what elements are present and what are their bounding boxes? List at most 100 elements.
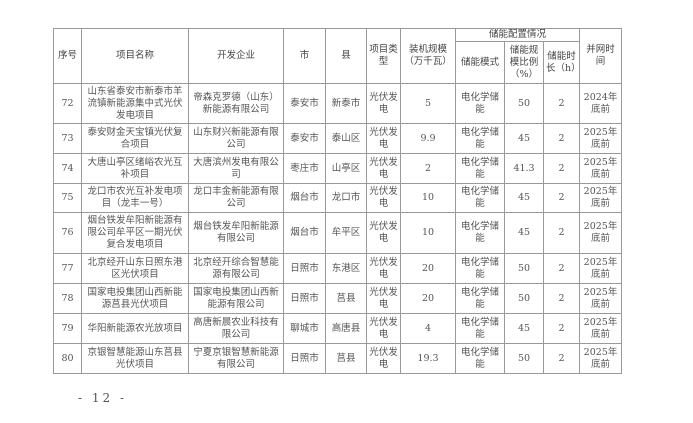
cell-type: 光伏发电 [366, 153, 401, 184]
cell-duration: 2 [543, 343, 580, 374]
cell-developer: 国家电投集团山西新能源有限公司 [188, 283, 284, 314]
header-storage-group: 储能配置情况 [455, 28, 580, 42]
cell-duration: 2 [543, 253, 580, 284]
cell-ratio: 50 [504, 83, 544, 124]
cell-city: 日照市 [283, 283, 326, 314]
cell-grid: 2025年底前 [579, 183, 622, 213]
cell-ratio: 50 [504, 283, 544, 314]
cell-developer: 大唐滨州发电有限公司 [188, 153, 284, 184]
cell-name: 北京经开山东日照东港区光伏项目 [81, 253, 189, 284]
table-row: 76 烟台铁发牟阳新能源有限公司牟平区一期光伏复合发电项目 烟台铁发牟阳新能源有限公… [53, 212, 622, 254]
cell-county: 莒县 [325, 343, 367, 374]
cell-city: 烟台市 [283, 183, 326, 213]
cell-mode: 电化学储能 [455, 253, 505, 284]
cell-mode: 电化学储能 [455, 343, 505, 374]
cell-grid: 2025年底前 [579, 253, 622, 284]
cell-mode: 电化学储能 [455, 183, 505, 213]
cell-county: 牟平区 [325, 212, 367, 254]
cell-seq: 79 [53, 313, 82, 344]
cell-county: 新泰市 [325, 83, 367, 124]
cell-seq: 74 [53, 153, 82, 184]
cell-city: 聊城市 [283, 313, 326, 344]
cell-grid: 2024年底前 [579, 83, 622, 124]
cell-ratio: 50 [504, 343, 544, 374]
cell-type: 光伏发电 [366, 83, 401, 124]
cell-city: 泰安市 [283, 123, 326, 154]
header-storage-mode: 储能模式 [455, 41, 505, 84]
cell-capacity: 9.9 [400, 123, 456, 154]
cell-mode: 电化学储能 [455, 212, 505, 254]
cell-city: 日照市 [283, 343, 326, 374]
cell-type: 光伏发电 [366, 123, 401, 154]
project-table: 序号 项目名称 开发企业 市 县 项目类型 装机规模（万千瓦） 储能配置情况 并… [53, 28, 622, 374]
header-seq: 序号 [53, 28, 82, 84]
cell-developer: 龙口丰金新能源有限公司 [188, 183, 284, 213]
header-storage-duration: 储能时长（h） [543, 41, 580, 84]
cell-seq: 77 [53, 253, 82, 284]
table-row: 78 国家电投集团山西新能源莒县光伏项目 国家电投集团山西新能源有限公司 日照市 莒县光… [53, 283, 622, 314]
cell-type: 光伏发电 [366, 253, 401, 284]
cell-county: 泰山区 [325, 123, 367, 154]
table-body: 72 山东省泰安市新泰市羊流镇新能源集中式光伏发电项目 帝森克罗德（山东）新能源有限… [53, 83, 622, 374]
cell-seq: 78 [53, 283, 82, 314]
cell-capacity: 10 [400, 212, 456, 254]
cell-ratio: 50 [504, 253, 544, 284]
cell-duration: 2 [543, 123, 580, 154]
header-storage-ratio: 储能规模比例（%） [504, 41, 544, 84]
cell-type: 光伏发电 [366, 343, 401, 374]
cell-name: 华阳新能源农光放项目 [81, 313, 189, 344]
cell-capacity: 20 [400, 253, 456, 284]
cell-seq: 73 [53, 123, 82, 154]
cell-name: 京银智慧能源山东莒县光伏项目 [81, 343, 189, 374]
cell-duration: 2 [543, 283, 580, 314]
cell-grid: 2025年底前 [579, 283, 622, 314]
cell-ratio: 45 [504, 123, 544, 154]
table-row: 80 京银智慧能源山东莒县光伏项目 宁夏京银智慧新能源有限公司 日照市 莒县 光伏发电 19… [53, 343, 622, 374]
cell-city: 枣庄市 [283, 153, 326, 184]
cell-capacity: 19.3 [400, 343, 456, 374]
cell-name: 龙口市农光互补发电项目（龙丰一号） [81, 183, 189, 213]
cell-name: 烟台铁发牟阳新能源有限公司牟平区一期光伏复合发电项目 [81, 212, 189, 254]
cell-developer: 帝森克罗德（山东）新能源有限公司 [188, 83, 284, 124]
cell-capacity: 2 [400, 153, 456, 184]
cell-type: 光伏发电 [366, 212, 401, 254]
cell-duration: 2 [543, 183, 580, 213]
cell-county: 东港区 [325, 253, 367, 284]
cell-county: 高唐县 [325, 313, 367, 344]
table-row: 73 泰安财金天宝镇光伏复合项目 山东财兴新能源有限公司 泰安市 泰山区 光伏发电 9.9 电… [53, 123, 622, 154]
cell-type: 光伏发电 [366, 183, 401, 213]
cell-name: 山东省泰安市新泰市羊流镇新能源集中式光伏发电项目 [81, 83, 189, 124]
cell-grid: 2025年底前 [579, 343, 622, 374]
cell-capacity: 5 [400, 83, 456, 124]
cell-developer: 北京经开综合智慧能源有限公司 [188, 253, 284, 284]
header-capacity: 装机规模（万千瓦） [400, 28, 456, 84]
cell-ratio: 45 [504, 212, 544, 254]
table-row: 75 龙口市农光互补发电项目（龙丰一号） 龙口丰金新能源有限公司 烟台市 龙口市 光伏发电… [53, 183, 622, 213]
cell-developer: 山东财兴新能源有限公司 [188, 123, 284, 154]
cell-developer: 高唐新晨农业科技有限公司 [188, 313, 284, 344]
cell-duration: 2 [543, 212, 580, 254]
header-grid-time: 并网时间 [579, 28, 622, 84]
cell-mode: 电化学储能 [455, 123, 505, 154]
cell-seq: 75 [53, 183, 82, 213]
table-row: 72 山东省泰安市新泰市羊流镇新能源集中式光伏发电项目 帝森克罗德（山东）新能源有限… [53, 83, 622, 124]
cell-capacity: 4 [400, 313, 456, 344]
header-type: 项目类型 [366, 28, 401, 84]
table-row: 79 华阳新能源农光放项目 高唐新晨农业科技有限公司 聊城市 高唐县 光伏发电 4 电化学储能… [53, 313, 622, 344]
cell-duration: 2 [543, 83, 580, 124]
header-city: 市 [283, 28, 326, 84]
cell-city: 日照市 [283, 253, 326, 284]
cell-type: 光伏发电 [366, 313, 401, 344]
cell-duration: 2 [543, 153, 580, 184]
cell-grid: 2025年底前 [579, 212, 622, 254]
cell-city: 泰安市 [283, 83, 326, 124]
cell-name: 泰安财金天宝镇光伏复合项目 [81, 123, 189, 154]
table-header: 序号 项目名称 开发企业 市 县 项目类型 装机规模（万千瓦） 储能配置情况 并… [53, 28, 622, 84]
header-developer: 开发企业 [188, 28, 284, 84]
cell-type: 光伏发电 [366, 283, 401, 314]
cell-ratio: 45 [504, 183, 544, 213]
cell-capacity: 10 [400, 183, 456, 213]
cell-county: 龙口市 [325, 183, 367, 213]
cell-developer: 宁夏京银智慧新能源有限公司 [188, 343, 284, 374]
cell-name: 国家电投集团山西新能源莒县光伏项目 [81, 283, 189, 314]
